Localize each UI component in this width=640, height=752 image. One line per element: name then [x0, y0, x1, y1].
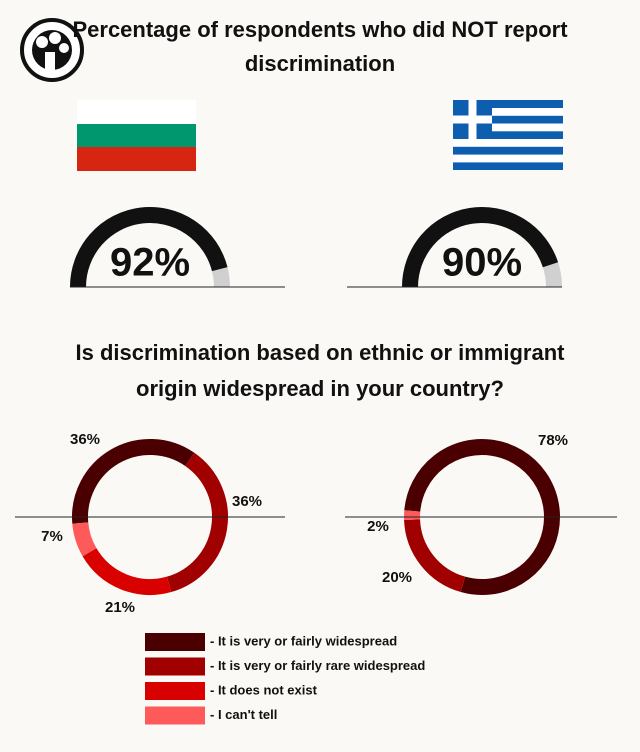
flag-bulgaria: [77, 100, 196, 171]
legend-label: - I can't tell: [210, 707, 277, 722]
gauge-arc: [402, 207, 559, 288]
legend-swatch: [145, 657, 205, 676]
legend-label: - It is very or fairly widespread: [210, 633, 397, 648]
subtitle-line: origin widespread in your country?: [136, 376, 504, 401]
data-label: 2%: [367, 518, 389, 535]
data-label: 21%: [105, 599, 135, 616]
subtitle-line: Is discrimination based on ethnic or imm…: [76, 340, 566, 365]
donut-segment: [72, 522, 97, 557]
title-line: discrimination: [245, 51, 395, 76]
data-label: 36%: [70, 431, 100, 448]
legend-swatch: [145, 682, 205, 700]
donut-segment: [404, 519, 466, 593]
data-label: 36%: [232, 493, 262, 510]
data-label: 20%: [382, 569, 412, 586]
logo: [20, 18, 84, 82]
gauge-label: 90%: [442, 241, 522, 285]
data-label: 7%: [41, 528, 63, 545]
donut-segment: [72, 439, 195, 524]
donut-segment: [166, 452, 228, 593]
donut-segment: [82, 547, 172, 595]
legend-swatch: [145, 706, 205, 725]
data-label: 78%: [538, 432, 568, 449]
gauge-arc: [70, 207, 228, 288]
legend-label: - It does not exist: [210, 682, 318, 697]
gauge-label: 92%: [110, 241, 190, 285]
flag-greece: [453, 100, 563, 170]
legend-swatch: [145, 633, 205, 651]
title-line: Percentage of respondents who did NOT re…: [72, 17, 568, 42]
donut-segment: [404, 439, 560, 595]
legend-label: - It is very or fairly rare widespread: [210, 658, 425, 673]
